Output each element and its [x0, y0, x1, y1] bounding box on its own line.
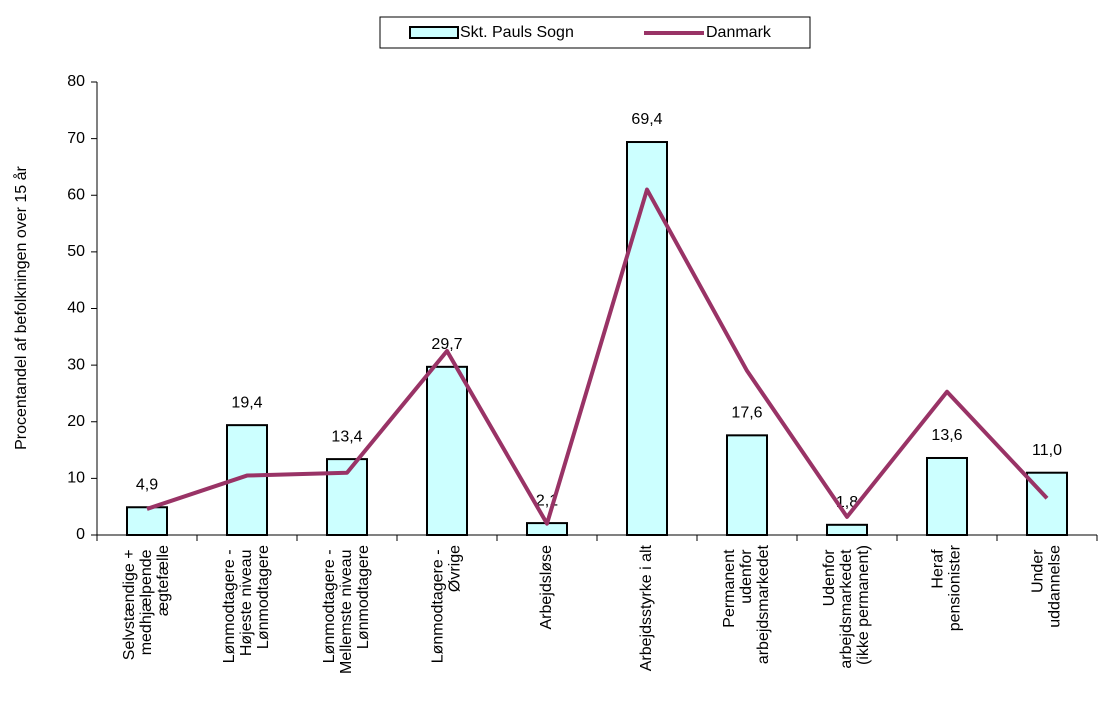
x-tick-label: Heraf pensionister: [930, 544, 964, 631]
y-tick-label: 70: [67, 130, 85, 147]
data-label: 19,4: [231, 394, 262, 411]
legend-swatch: [409, 26, 459, 39]
data-label: 13,6: [931, 427, 962, 444]
bar: [726, 434, 768, 536]
y-tick-label: 0: [76, 526, 85, 543]
y-tick-label: 50: [67, 243, 85, 260]
x-tick-label: Lønmodtagere - Øvrige: [430, 545, 464, 663]
data-label: 13,4: [331, 428, 362, 445]
y-tick-label: 60: [67, 186, 85, 203]
x-tick-label: Permanent udenfor arbejdsmarkedet: [721, 544, 772, 664]
data-label: 17,6: [731, 405, 762, 422]
bar: [126, 506, 168, 537]
legend-label: Danmark: [706, 24, 772, 41]
data-label: 4,9: [136, 476, 158, 493]
x-tick-label: Udenfor arbejdsmarkedet (ikke permanent): [821, 545, 872, 669]
bar: [926, 456, 968, 536]
y-tick-label: 80: [67, 73, 85, 90]
bar: [626, 141, 668, 537]
y-tick-label: 10: [67, 470, 85, 487]
x-tick-label: Lønmodtagere - Mellemste niveau Lønmodta…: [321, 545, 372, 674]
data-label: 29,7: [431, 336, 462, 353]
x-tick-label: Arbejdsstyrke i alt: [638, 544, 655, 671]
data-label: 11,0: [1032, 442, 1062, 459]
y-tick-label: 30: [67, 356, 85, 373]
x-tick-label: Selvstændige + medhjælpende ægtefælle: [121, 545, 172, 660]
bar: [826, 523, 868, 536]
bar: [426, 365, 468, 537]
bar: [1026, 471, 1068, 536]
x-tick-label: Arbejdsløse: [538, 545, 555, 630]
y-tick-label: 40: [67, 300, 85, 317]
legend-label: Skt. Pauls Sogn: [460, 24, 574, 41]
y-tick-label: 20: [67, 413, 85, 430]
x-tick-label: Lønmodtagere - Højeste niveau Lønmodtage…: [221, 545, 272, 663]
y-axis-label: Procentandel af befolkningen over 15 år: [12, 165, 30, 449]
line: [146, 187, 1049, 526]
data-label: 69,4: [631, 111, 662, 128]
x-tick-label: Under uddannelse: [1030, 545, 1064, 628]
